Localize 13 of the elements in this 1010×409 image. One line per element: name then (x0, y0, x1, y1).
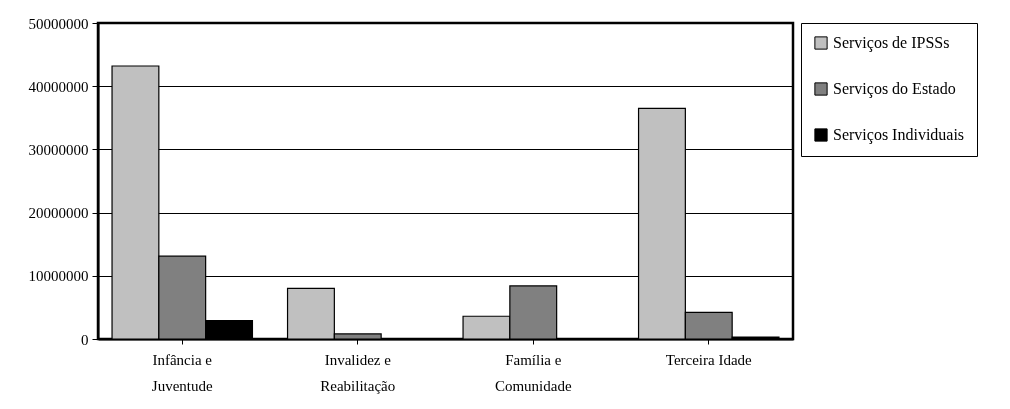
y-tick-label: 40000000 (28, 78, 89, 95)
x-tick-label: Terceira Idade (665, 351, 753, 368)
y-tick-label: 20000000 (28, 205, 89, 222)
y-tick-label: 10000000 (28, 268, 89, 285)
y-tick-label: 0 (81, 331, 89, 348)
legend-label: Serviços de IPSSs (833, 34, 950, 52)
y-tick-label: 50000000 (28, 15, 89, 32)
x-tick-label: Infância e Juventude (151, 351, 213, 394)
x-tick-label: Invalidez e Reabilitação (320, 351, 396, 394)
legend-label: Serviços do Estado (833, 80, 956, 98)
y-tick-label: 30000000 (28, 141, 89, 158)
legend-label: Serviços Individuais (833, 126, 965, 144)
x-tick-label: Família e Comunidade (494, 351, 572, 394)
